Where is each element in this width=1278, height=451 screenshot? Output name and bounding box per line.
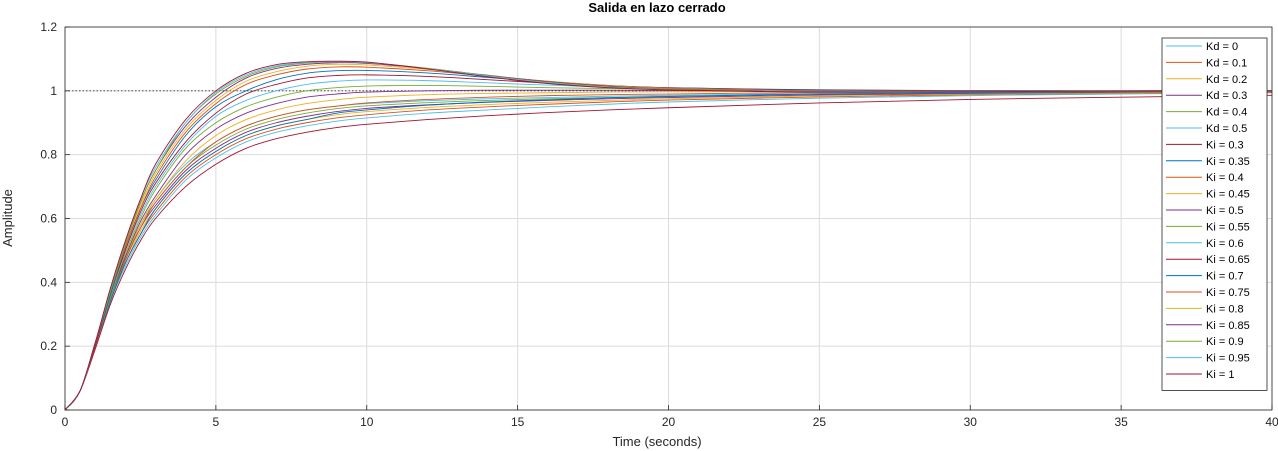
legend-entry: Ki = 0.95 (1206, 353, 1250, 365)
legend: Kd = 0 Kd = 0.1 Kd = 0.2 Kd = 0.3 Kd = 0.4 Kd… (1161, 37, 1268, 391)
y-tick-label: 1 (50, 84, 57, 98)
legend-entry: Kd = 0.1 (1206, 57, 1247, 69)
series-line (64, 92, 1273, 411)
x-tick-label: 20 (662, 415, 676, 429)
legend-entry: Kd = 0.3 (1206, 90, 1247, 102)
y-axis-label: Amplitude (0, 189, 15, 247)
legend-entry: Ki = 0.7 (1206, 271, 1244, 283)
y-tick-label: 0.4 (40, 275, 57, 289)
chart-title: Salida en lazo cerrado (588, 0, 725, 15)
series-lines (64, 60, 1273, 411)
legend-entry: Kd = 0.5 (1206, 123, 1247, 135)
y-tick-label: 0 (50, 403, 57, 417)
legend-box (1161, 37, 1268, 391)
series-line (64, 94, 1273, 411)
legend-entry: Ki = 0.4 (1206, 172, 1244, 184)
legend-entry: Ki = 0.3 (1206, 139, 1244, 151)
y-axis-ticks: 0 0.2 0.4 0.6 0.8 1 1.2 (40, 20, 70, 417)
legend-entry: Ki = 0.5 (1206, 205, 1244, 217)
legend-entry: Ki = 0.6 (1206, 238, 1244, 250)
legend-entry: Kd = 0.4 (1206, 107, 1247, 119)
y-tick-label: 1.2 (40, 20, 57, 34)
series-line (64, 91, 1273, 411)
legend-entry: Kd = 0 (1206, 41, 1238, 53)
x-tick-label: 35 (1114, 415, 1128, 429)
x-tick-label: 40 (1265, 415, 1278, 429)
legend-entry: Ki = 0.55 (1206, 221, 1250, 233)
legend-entry: Ki = 0.75 (1206, 287, 1250, 299)
x-axis-label: Time (seconds) (612, 434, 701, 449)
x-tick-label: 15 (511, 415, 525, 429)
legend-entry: Ki = 0.35 (1206, 156, 1250, 168)
legend-entry: Ki = 0.65 (1206, 254, 1250, 266)
legend-entry: Kd = 0.2 (1206, 74, 1247, 86)
series-line (64, 60, 1273, 411)
x-axis-ticks: 0 5 10 15 20 25 30 35 40 (62, 405, 1278, 429)
legend-entry: Ki = 1 (1206, 369, 1234, 381)
y-tick-label: 0.2 (40, 339, 57, 353)
x-tick-label: 5 (213, 415, 220, 429)
y-tick-label: 0.8 (40, 148, 57, 162)
x-tick-label: 0 (62, 415, 69, 429)
legend-entry: Ki = 0.8 (1206, 303, 1244, 315)
x-tick-label: 10 (360, 415, 374, 429)
x-tick-label: 25 (813, 415, 827, 429)
y-tick-label: 0.6 (40, 212, 57, 226)
legend-entry: Ki = 0.85 (1206, 320, 1250, 332)
x-tick-label: 30 (964, 415, 978, 429)
legend-entry: Ki = 0.45 (1206, 189, 1250, 201)
legend-entry: Ki = 0.9 (1206, 336, 1244, 348)
